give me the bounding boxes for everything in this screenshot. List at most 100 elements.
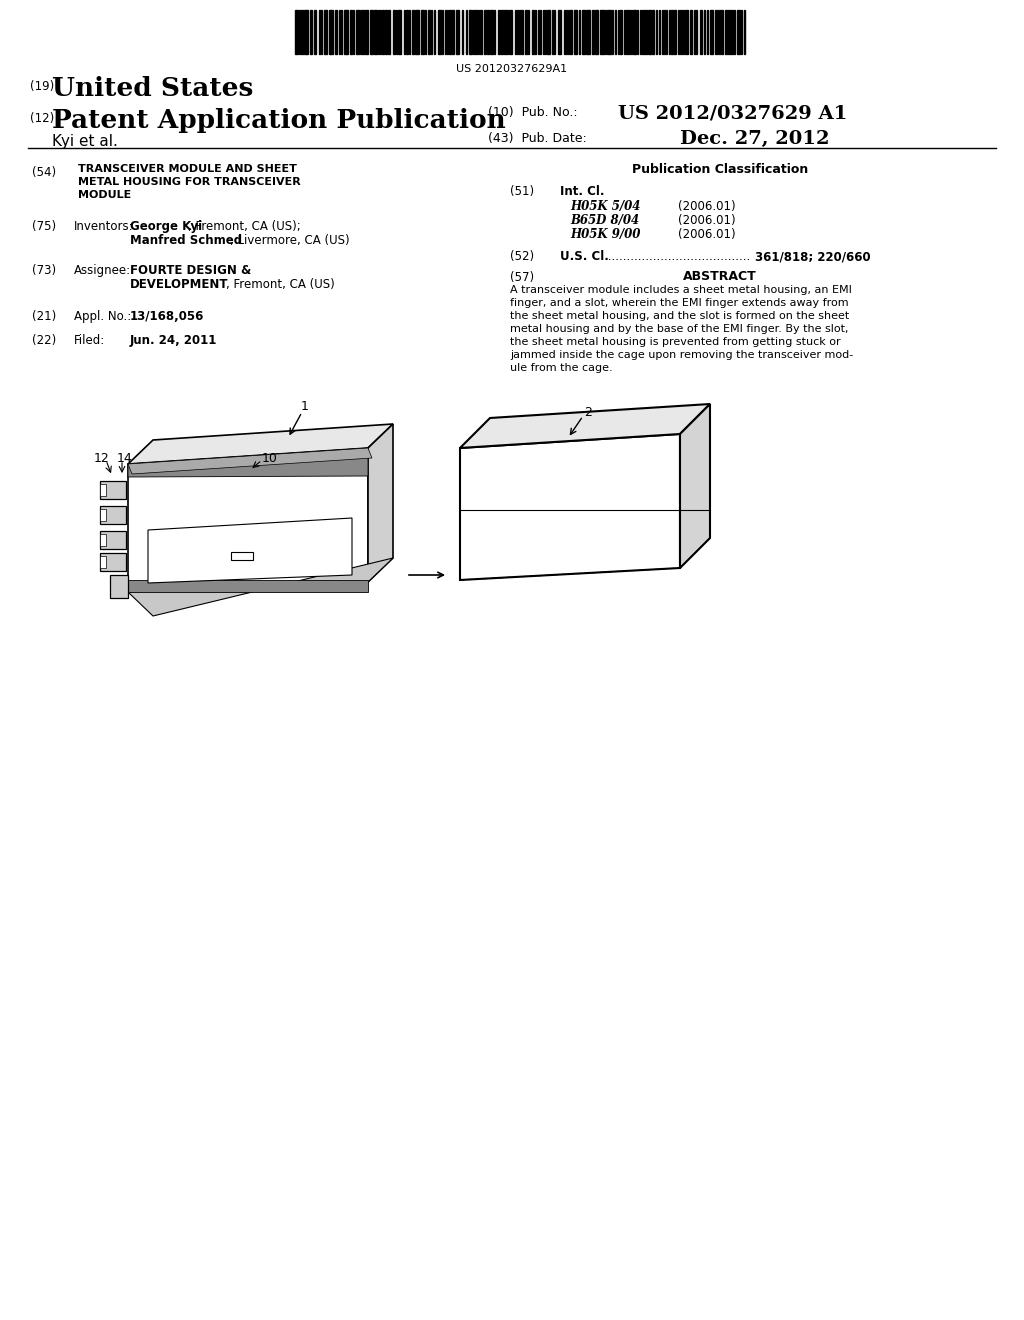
Bar bbox=[521, 11, 523, 54]
Text: Patent Application Publication: Patent Application Publication bbox=[52, 108, 506, 133]
Polygon shape bbox=[148, 517, 352, 583]
Polygon shape bbox=[368, 424, 393, 582]
Polygon shape bbox=[110, 576, 128, 598]
Bar bbox=[633, 11, 636, 54]
Text: , Fremont, CA (US): , Fremont, CA (US) bbox=[226, 279, 335, 290]
Bar bbox=[721, 11, 723, 54]
Text: metal housing and by the base of the EMI finger. By the slot,: metal housing and by the base of the EMI… bbox=[510, 323, 849, 334]
Text: Filed:: Filed: bbox=[74, 334, 105, 347]
Bar bbox=[484, 11, 486, 54]
Text: MODULE: MODULE bbox=[78, 190, 131, 201]
Text: US 20120327629A1: US 20120327629A1 bbox=[457, 63, 567, 74]
Text: , Fremont, CA (US);: , Fremont, CA (US); bbox=[188, 220, 301, 234]
Bar bbox=[304, 11, 308, 54]
Text: (57): (57) bbox=[510, 271, 535, 284]
Bar bbox=[501, 11, 503, 54]
Bar bbox=[475, 11, 477, 54]
Text: Int. Cl.: Int. Cl. bbox=[560, 185, 604, 198]
Text: (10)  Pub. No.:: (10) Pub. No.: bbox=[488, 106, 578, 119]
Text: jammed inside the cage upon removing the transceiver mod-: jammed inside the cage upon removing the… bbox=[510, 350, 853, 360]
Text: the sheet metal housing is prevented from getting stuck or: the sheet metal housing is prevented fro… bbox=[510, 337, 841, 347]
Bar bbox=[449, 11, 451, 54]
Bar bbox=[652, 11, 654, 54]
Text: 10: 10 bbox=[262, 451, 278, 465]
Bar bbox=[421, 11, 424, 54]
Bar bbox=[525, 11, 527, 54]
Polygon shape bbox=[100, 510, 106, 521]
Text: 361/818; 220/660: 361/818; 220/660 bbox=[755, 249, 870, 263]
Bar bbox=[295, 11, 298, 54]
Polygon shape bbox=[100, 480, 126, 499]
Text: (73): (73) bbox=[32, 264, 56, 277]
Bar bbox=[374, 11, 377, 54]
Polygon shape bbox=[128, 447, 368, 477]
Text: (21): (21) bbox=[32, 310, 56, 323]
Bar bbox=[645, 11, 647, 54]
Polygon shape bbox=[460, 434, 680, 579]
Text: 13/168,056: 13/168,056 bbox=[130, 310, 205, 323]
Bar bbox=[592, 11, 594, 54]
Bar bbox=[344, 11, 348, 54]
Bar bbox=[498, 11, 500, 54]
Text: H05K 5/04: H05K 5/04 bbox=[570, 201, 640, 213]
Bar bbox=[626, 11, 628, 54]
Bar bbox=[737, 11, 740, 54]
Bar bbox=[382, 11, 384, 54]
Bar bbox=[532, 11, 534, 54]
Bar bbox=[329, 11, 333, 54]
Text: Jun. 24, 2011: Jun. 24, 2011 bbox=[130, 334, 217, 347]
Text: United States: United States bbox=[52, 77, 253, 102]
Polygon shape bbox=[100, 506, 126, 524]
Bar bbox=[731, 11, 733, 54]
Text: (2006.01): (2006.01) bbox=[678, 214, 735, 227]
Bar bbox=[415, 11, 419, 54]
Bar bbox=[648, 11, 651, 54]
Text: 2: 2 bbox=[584, 407, 592, 418]
Bar bbox=[456, 11, 459, 54]
Polygon shape bbox=[100, 535, 106, 546]
Text: TRANSCEIVER MODULE AND SHEET: TRANSCEIVER MODULE AND SHEET bbox=[78, 164, 297, 174]
Text: (19): (19) bbox=[30, 81, 54, 92]
Bar bbox=[314, 11, 316, 54]
Text: (52): (52) bbox=[510, 249, 535, 263]
Bar bbox=[490, 11, 493, 54]
Polygon shape bbox=[128, 447, 372, 474]
Text: (2006.01): (2006.01) bbox=[678, 201, 735, 213]
Bar bbox=[671, 11, 673, 54]
Text: ......................................: ...................................... bbox=[604, 249, 751, 263]
Text: A transceiver module includes a sheet metal housing, an EMI: A transceiver module includes a sheet me… bbox=[510, 285, 852, 294]
Bar bbox=[728, 11, 730, 54]
Polygon shape bbox=[460, 404, 710, 447]
Polygon shape bbox=[231, 552, 253, 560]
Bar bbox=[452, 11, 454, 54]
Bar bbox=[385, 11, 387, 54]
Polygon shape bbox=[100, 484, 106, 496]
Bar bbox=[674, 11, 676, 54]
Bar bbox=[620, 11, 622, 54]
Text: (12): (12) bbox=[30, 112, 54, 125]
Text: B65D 8/04: B65D 8/04 bbox=[570, 214, 639, 227]
Bar bbox=[487, 11, 489, 54]
Text: U.S. Cl.: U.S. Cl. bbox=[560, 249, 609, 263]
Bar bbox=[510, 11, 512, 54]
Bar bbox=[393, 11, 395, 54]
Text: Assignee:: Assignee: bbox=[74, 264, 131, 277]
Bar bbox=[438, 11, 441, 54]
Text: finger, and a slot, wherein the EMI finger extends away from: finger, and a slot, wherein the EMI fing… bbox=[510, 298, 849, 308]
Polygon shape bbox=[100, 553, 126, 572]
Bar bbox=[398, 11, 401, 54]
Bar bbox=[504, 11, 507, 54]
Text: Manfred Schmed: Manfred Schmed bbox=[130, 234, 242, 247]
Text: FOURTE DESIGN &: FOURTE DESIGN & bbox=[130, 264, 251, 277]
Bar bbox=[710, 11, 713, 54]
Bar bbox=[595, 11, 598, 54]
Bar bbox=[370, 11, 373, 54]
Polygon shape bbox=[100, 531, 126, 549]
Bar bbox=[558, 11, 561, 54]
Bar bbox=[547, 11, 550, 54]
Bar bbox=[686, 11, 688, 54]
Bar bbox=[690, 11, 692, 54]
Text: ule from the cage.: ule from the cage. bbox=[510, 363, 612, 374]
Text: 1: 1 bbox=[301, 400, 309, 413]
Text: ABSTRACT: ABSTRACT bbox=[683, 271, 757, 282]
